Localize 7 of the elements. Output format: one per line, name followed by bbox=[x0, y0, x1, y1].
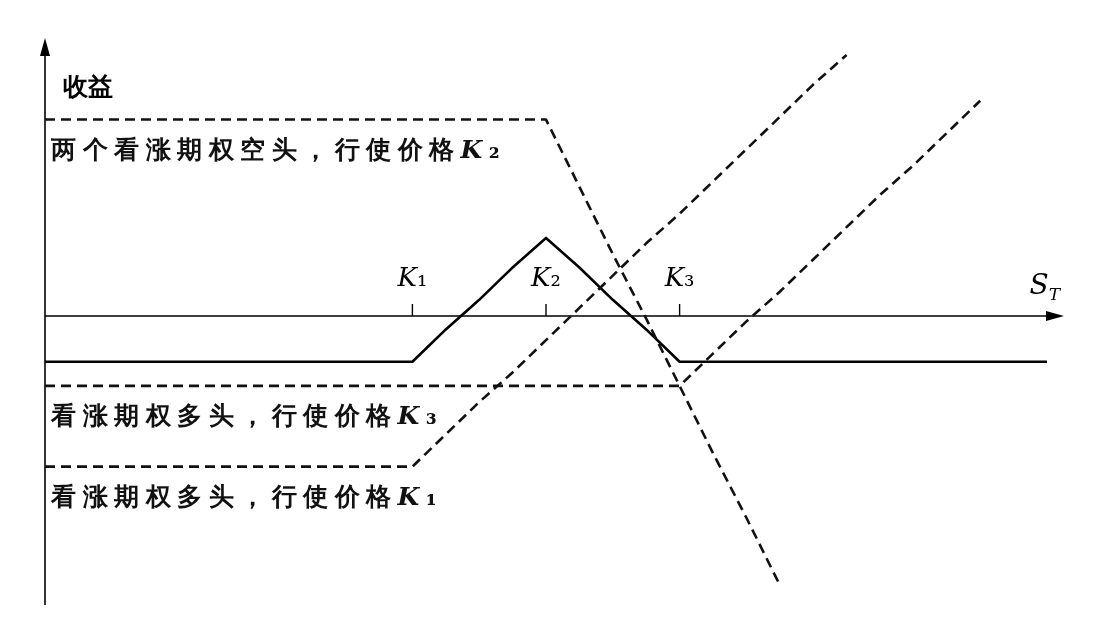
series-label: 两个看涨期权空头，行使价格K₂ bbox=[50, 134, 507, 164]
x-tick-label: K₂ bbox=[530, 261, 561, 292]
x-tick-label: K₃ bbox=[663, 261, 695, 292]
y-axis-title: 收益 bbox=[63, 72, 113, 101]
x-tick-label: K₁ bbox=[396, 261, 428, 292]
x-axis-title: S$_{T}$ bbox=[1029, 267, 1062, 305]
series-label: 看涨期权多头，行使价格K₃ bbox=[50, 400, 444, 430]
